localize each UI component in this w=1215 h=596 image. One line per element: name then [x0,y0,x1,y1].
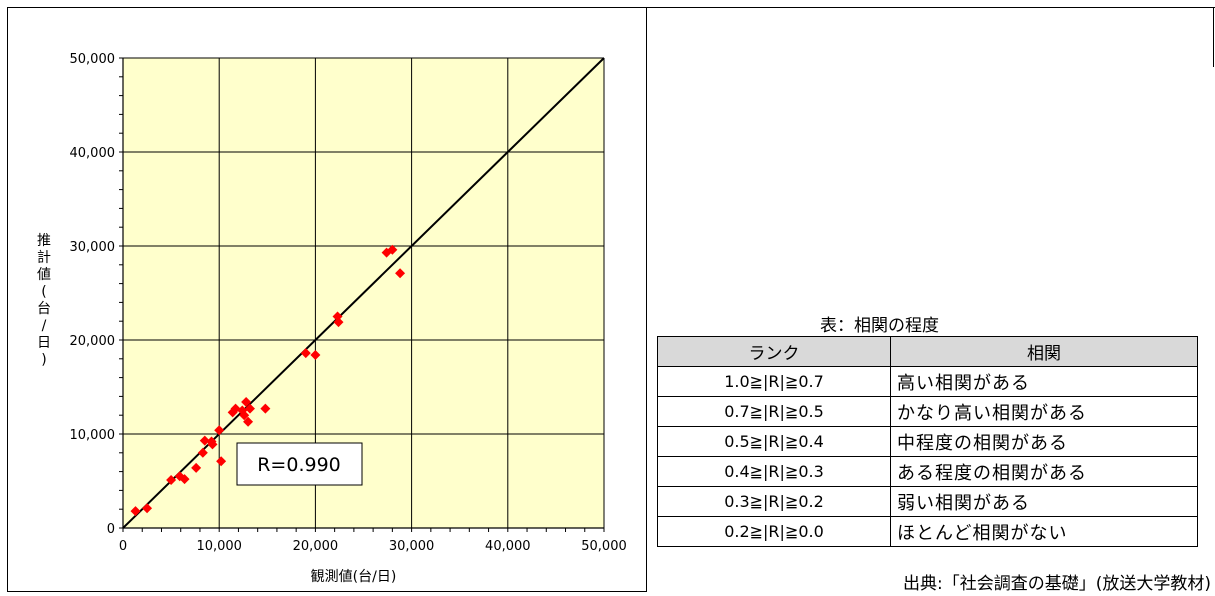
data-point [142,503,153,514]
y-tick-label: 50,000 [70,52,116,67]
data-point [216,456,227,467]
table-row: 1.0≧|R|≧0.7 高い相関がある [657,366,1198,397]
x-tick-label: 40,000 [485,539,531,554]
data-point [260,403,271,414]
y-tick-label: 40,000 [70,146,116,161]
data-point [387,244,398,255]
table-row: 0.3≧|R|≧0.2 弱い相関がある [657,486,1198,517]
y-tick-label: 10,000 [70,428,116,443]
data-point [239,410,250,421]
data-point [333,317,344,328]
data-point [300,348,311,359]
x-tick-label: 10,000 [196,539,242,554]
rank-cell: 0.4≧|R|≧0.3 [657,456,891,487]
table-row: 0.4≧|R|≧0.3 ある程度の相関がある [657,456,1198,487]
y-tick-label: 0 [107,522,115,537]
y-tick-label: 20,000 [70,334,116,349]
data-point [310,350,321,361]
data-point [199,435,210,446]
data-point [179,474,190,485]
chart-panel: 0 0 10,000 10,000 20,000 20,000 30,000 30,000 40… [7,7,647,592]
x-axis-title: 観測値(台/日) [311,568,397,585]
data-point [166,475,177,486]
rank-cell: 0.3≧|R|≧0.2 [657,486,891,517]
header-rank: ランク [657,336,891,367]
rank-cell: 1.0≧|R|≧0.7 [657,366,891,397]
data-point [207,439,218,450]
data-point [214,425,225,436]
annotation-box [236,442,363,486]
data-point [395,268,406,279]
correlation-cell: 高い相関がある [890,366,1198,397]
rank-cell: 0.5≧|R|≧0.4 [657,426,891,457]
header-correlation: 相関 [890,336,1198,367]
scatter-chart: 00 10,000 10,000 20,000 20,000 30,000 30,000 40… [37,52,627,585]
data-point [130,506,141,517]
source-citation: 出典:「社会調査の基礎」(放送大学教材) [903,574,1211,594]
table-row: 0.7≧|R|≧0.5 かなり高い相関がある [657,396,1198,427]
correlation-table: ランク 相関 1.0≧|R|≧0.7 高い相関がある 0.7≧|R|≧0.5 か… [657,336,1198,547]
x-tick-label: 30,000 [389,539,435,554]
data-point [243,416,254,427]
correlation-cell: ほとんど相関がない [890,516,1198,547]
correlation-cell: 弱い相関がある [890,486,1198,517]
x-tick-label: 0 [119,539,127,554]
x-tick-label: 50,000 [581,539,627,554]
table-row: 0.5≧|R|≧0.4 中程度の相関がある [657,426,1198,457]
x-tick-label: 20,000 [293,539,339,554]
table-title: 表：相関の程度 [820,316,939,336]
correlation-cell: 中程度の相関がある [890,426,1198,457]
y-axis-title: 推計値(台/日) [37,233,51,368]
y-tick-label: 30,000 [70,240,116,255]
top-border-line [647,7,1215,8]
data-point [197,447,208,458]
rank-cell: 0.7≧|R|≧0.5 [657,396,891,427]
data-point [191,462,202,473]
rank-cell: 0.2≧|R|≧0.0 [657,516,891,547]
correlation-cell: ある程度の相関がある [890,456,1198,487]
right-border-line [1213,7,1214,67]
data-point [241,397,252,408]
table-row: 0.2≧|R|≧0.0 ほとんど相関がない [657,516,1198,547]
table-header-row: ランク 相関 [657,336,1198,367]
annotation-label: R=0.990 [257,454,341,476]
data-point [244,403,255,414]
correlation-cell: かなり高い相関がある [890,396,1198,427]
